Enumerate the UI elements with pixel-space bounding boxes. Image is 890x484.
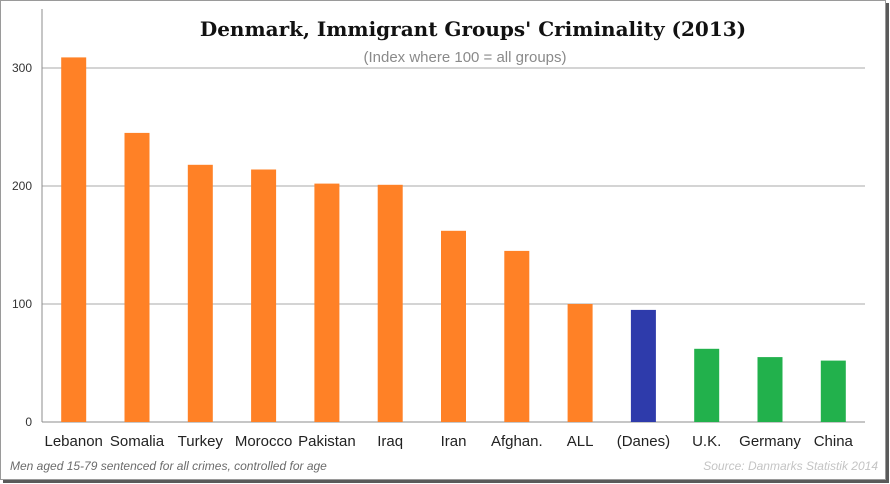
x-tick-label: China	[814, 433, 854, 450]
x-tick-label: Somalia	[110, 433, 165, 450]
bars	[61, 57, 846, 423]
y-axis-ticks: 0 100 200 300	[12, 61, 32, 429]
bar-iran	[441, 230, 466, 422]
bar-china	[820, 360, 846, 422]
bar-u-k	[694, 348, 720, 422]
x-tick-label: Iraq	[377, 433, 403, 450]
y-tick-label: 200	[12, 179, 32, 193]
bar-iraq	[377, 184, 403, 422]
bar-danes	[630, 309, 656, 422]
bar-germany	[757, 357, 783, 422]
bar-somalia	[124, 132, 150, 422]
bar-afghan	[504, 250, 530, 422]
chart-subtitle: (Index where 100 = all groups)	[363, 49, 566, 66]
bar-morocco	[251, 169, 277, 422]
chart-title: Denmark, Immigrant Groups' Criminality (…	[200, 17, 746, 41]
x-tick-label: Morocco	[235, 433, 293, 450]
x-tick-label: ALL	[567, 433, 594, 450]
x-axis-labels: Lebanon Somalia Turkey Morocco Pakistan Iraq I…	[44, 433, 853, 450]
bar-lebanon	[61, 57, 87, 423]
y-tick-label: 0	[25, 415, 32, 429]
x-tick-label: Afghan.	[491, 433, 543, 450]
x-tick-label: Pakistan	[298, 433, 356, 450]
y-tick-label: 300	[12, 61, 32, 75]
footnote: Men aged 15-79 sentenced for all crimes,…	[10, 459, 327, 473]
bar-all	[567, 304, 593, 422]
x-tick-label: Lebanon	[44, 433, 102, 450]
bar-turkey	[187, 164, 213, 423]
source-note: Source: Danmarks Statistik 2014	[703, 459, 878, 473]
x-tick-label: Iran	[441, 433, 467, 450]
x-tick-label: (Danes)	[617, 433, 670, 450]
y-tick-label: 100	[12, 297, 32, 311]
x-tick-label: Germany	[739, 433, 801, 450]
x-tick-label: U.K.	[692, 433, 721, 450]
bar-pakistan	[314, 183, 340, 422]
x-tick-label: Turkey	[178, 433, 224, 450]
